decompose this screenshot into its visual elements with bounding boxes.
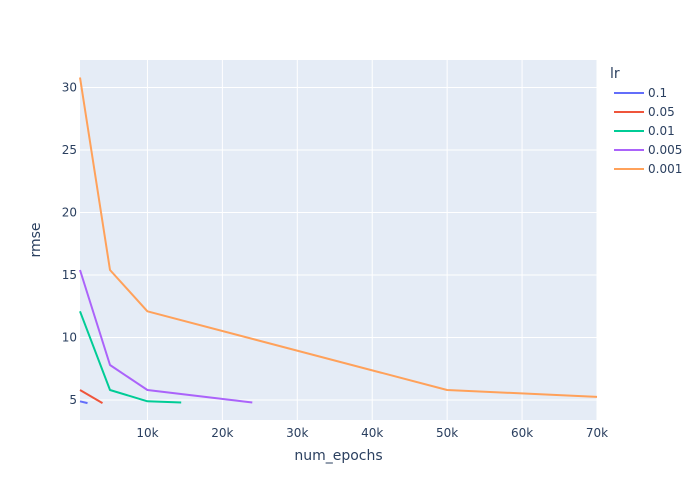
y-tick-label: 15 (62, 268, 77, 282)
x-axis-title: num_epochs (294, 448, 382, 464)
legend-label: 0.1 (648, 86, 667, 100)
y-axis-title: rmse (28, 222, 44, 257)
series-line-lr-0_1 (79, 400, 88, 405)
plot-background (80, 60, 597, 420)
series-line-lr-0_01 (79, 310, 182, 404)
grid-lines (80, 60, 598, 420)
x-tick-label: 50k (436, 426, 458, 440)
series-lines (79, 77, 598, 405)
x-tick-label: 30k (286, 426, 308, 440)
legend-item-lr-0_01[interactable]: 0.01 (614, 124, 675, 138)
y-tick-label: 20 (62, 206, 77, 220)
series-line-lr-0_05 (79, 389, 104, 404)
series-line-lr-0_005 (79, 269, 253, 404)
legend-items: 0.1 0.05 0.01 0.005 0.001 (614, 86, 682, 176)
y-tick-label: 10 (62, 331, 77, 345)
x-tick-label: 10k (136, 426, 158, 440)
legend-title: lr (610, 66, 620, 82)
y-tick-label: 5 (69, 393, 77, 407)
y-tick-label: 25 (62, 143, 77, 157)
legend-item-lr-0_05[interactable]: 0.05 (614, 105, 675, 119)
x-tick-label: 70k (586, 426, 608, 440)
tick-labels: 10k 20k 30k 40k 50k 60k 70k 5 10 15 20 25 30 (62, 81, 608, 441)
x-tick-label: 60k (511, 426, 533, 440)
legend-label: 0.005 (648, 143, 682, 157)
legend-label: 0.01 (648, 124, 675, 138)
legend-label: 0.001 (648, 162, 682, 176)
x-tick-label: 20k (211, 426, 233, 440)
legend-label: 0.05 (648, 105, 675, 119)
legend[interactable]: lr 0.1 0.05 0.01 0.005 0.001 (610, 66, 682, 176)
series-line-lr-0_001 (79, 77, 598, 398)
legend-item-lr-0_001[interactable]: 0.001 (614, 162, 682, 176)
x-tick-label: 40k (361, 426, 383, 440)
y-tick-label: 30 (62, 81, 77, 95)
legend-item-lr-0_1[interactable]: 0.1 (614, 86, 667, 100)
legend-item-lr-0_005[interactable]: 0.005 (614, 143, 682, 157)
